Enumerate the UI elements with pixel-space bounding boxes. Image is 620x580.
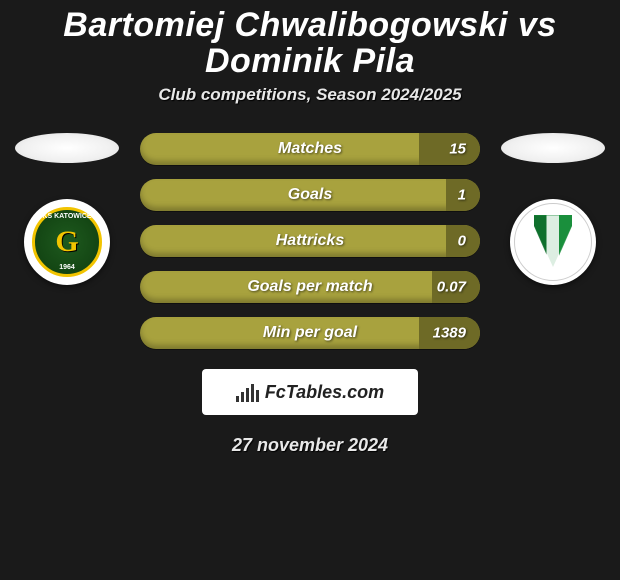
stats-column: Matches 15 Goals 1 Hattricks 0 Goals per match…: [140, 133, 480, 349]
player-right-silhouette: [501, 133, 605, 163]
stat-value-right: 1: [458, 187, 466, 204]
club-badge-left: KS KATOWICE G 1964: [24, 199, 110, 285]
stat-value-right: 0: [458, 233, 466, 250]
main-row: KS KATOWICE G 1964 Matches 15 Goals 1 Hattri…: [0, 133, 620, 349]
stat-label: Min per goal: [263, 324, 357, 342]
pennant-icon: [534, 215, 572, 269]
badge-top-text: KS KATOWICE: [35, 213, 99, 220]
bar-chart-icon: [236, 382, 259, 402]
stat-value-right: 1389: [433, 325, 466, 342]
badge-bottom-text: 1964: [35, 264, 99, 271]
stat-value-right: 0.07: [437, 279, 466, 296]
player-left-silhouette: [15, 133, 119, 163]
stat-label: Goals per match: [247, 278, 372, 296]
comparison-card: Bartomiej Chwalibogowski vs Dominik Pila…: [0, 0, 620, 456]
footer-date: 27 november 2024: [0, 435, 620, 456]
player-left-column: KS KATOWICE G 1964: [12, 133, 122, 285]
gks-katowice-badge-icon: KS KATOWICE G 1964: [32, 207, 102, 277]
stat-label: Matches: [278, 140, 342, 158]
page-subtitle: Club competitions, Season 2024/2025: [0, 85, 620, 105]
stat-bar: Goals per match 0.07: [140, 271, 480, 303]
player-right-column: [498, 133, 608, 285]
stat-bar: Min per goal 1389: [140, 317, 480, 349]
lechia-gdansk-badge-icon: [514, 203, 592, 281]
stat-bar: Matches 15: [140, 133, 480, 165]
brand-box[interactable]: FcTables.com: [202, 369, 418, 415]
stat-label: Goals: [288, 186, 332, 204]
stat-label: Hattricks: [276, 232, 344, 250]
brand-text: FcTables.com: [265, 382, 384, 403]
page-title: Bartomiej Chwalibogowski vs Dominik Pila: [0, 8, 620, 85]
stat-value-right: 15: [449, 141, 466, 158]
stat-bar: Goals 1: [140, 179, 480, 211]
stat-bar: Hattricks 0: [140, 225, 480, 257]
badge-letter: G: [55, 225, 78, 259]
club-badge-right: [510, 199, 596, 285]
